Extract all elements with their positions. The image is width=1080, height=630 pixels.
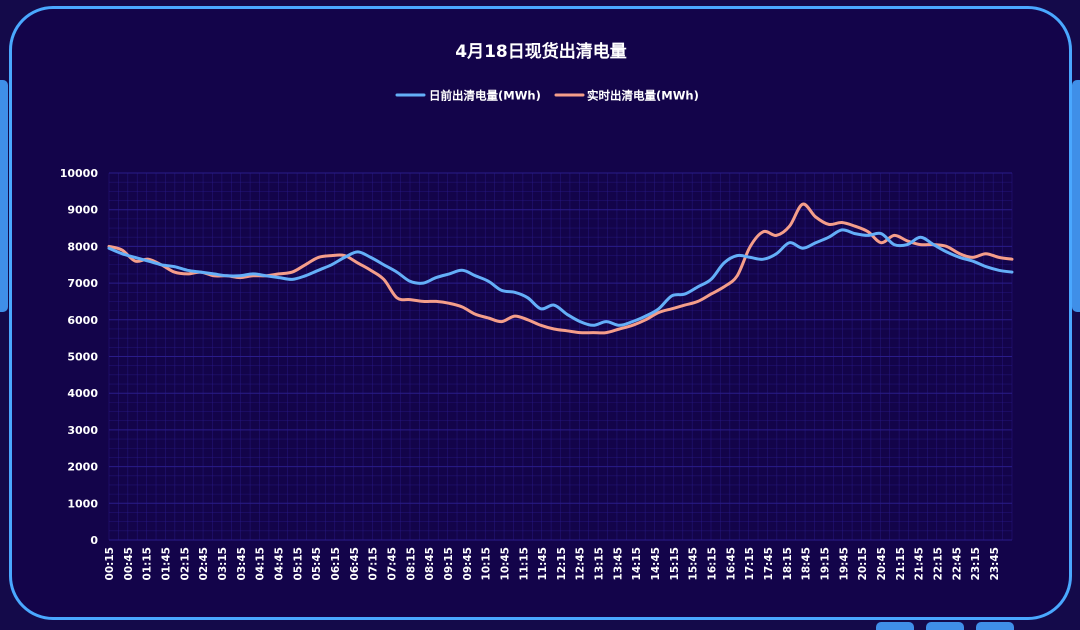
x-tick-label: 22:15 xyxy=(933,547,945,580)
x-tick-label: 11:15 xyxy=(518,547,530,580)
x-axis: 00:15 00:45 01:15 01:45 02:15 02:45 03:15 03:45… xyxy=(104,547,1001,580)
x-tick-label: 02:45 xyxy=(198,547,210,580)
x-tick-label: 09:45 xyxy=(462,547,474,580)
x-tick-label: 11:45 xyxy=(537,547,549,580)
chart-panel xyxy=(9,6,1072,620)
x-tick-label: 22:45 xyxy=(951,547,963,580)
legend: 日前出清电量(MWh) 实时出清电量(MWh) xyxy=(395,89,699,103)
x-tick-label: 16:45 xyxy=(725,547,737,580)
y-tick-label: 8000 xyxy=(67,240,98,253)
x-tick-label: 20:45 xyxy=(876,547,888,580)
x-tick-label: 17:15 xyxy=(744,547,756,580)
x-tick-label: 07:15 xyxy=(368,547,380,580)
x-tick-label: 03:15 xyxy=(217,547,229,580)
y-tick-label: 0 xyxy=(90,534,98,547)
x-tick-label: 17:45 xyxy=(763,547,775,580)
x-tick-label: 14:45 xyxy=(650,547,662,580)
x-tick-label: 23:45 xyxy=(989,547,1001,580)
x-tick-label: 02:15 xyxy=(179,547,191,580)
x-tick-label: 21:15 xyxy=(895,547,907,580)
x-tick-label: 16:15 xyxy=(707,547,719,580)
right-edge-tab xyxy=(1072,80,1080,312)
x-tick-label: 15:15 xyxy=(669,547,681,580)
x-tick-label: 01:45 xyxy=(160,547,172,580)
x-tick-label: 05:15 xyxy=(292,547,304,580)
y-tick-label: 7000 xyxy=(67,277,98,290)
x-tick-label: 04:45 xyxy=(273,547,285,580)
x-tick-label: 07:45 xyxy=(386,547,398,580)
x-tick-label: 09:15 xyxy=(443,547,455,580)
y-tick-label: 1000 xyxy=(67,497,98,510)
x-tick-label: 12:45 xyxy=(575,547,587,580)
x-tick-label: 23:15 xyxy=(970,547,982,580)
x-tick-label: 15:45 xyxy=(688,547,700,580)
y-tick-label: 4000 xyxy=(67,387,98,400)
y-tick-label: 2000 xyxy=(67,461,98,474)
y-tick-label: 9000 xyxy=(67,204,98,217)
series-line-day-ahead[interactable] xyxy=(107,228,1014,327)
legend-label-day-ahead: 日前出清电量(MWh) xyxy=(429,89,541,103)
y-tick-label: 6000 xyxy=(67,314,98,327)
x-tick-label: 08:15 xyxy=(405,547,417,580)
x-tick-label: 13:45 xyxy=(612,547,624,580)
x-tick-label: 04:15 xyxy=(255,547,267,580)
x-tick-label: 13:15 xyxy=(594,547,606,580)
bottom-edge-tab xyxy=(876,622,914,630)
x-tick-label: 00:45 xyxy=(123,547,135,580)
series-lines xyxy=(107,202,1014,335)
x-tick-label: 06:45 xyxy=(349,547,361,580)
bottom-edge-tab xyxy=(976,622,1014,630)
y-tick-label: 5000 xyxy=(67,351,98,364)
x-tick-label: 19:15 xyxy=(820,547,832,580)
x-tick-label: 20:15 xyxy=(857,547,869,580)
x-tick-label: 14:15 xyxy=(631,547,643,580)
x-tick-label: 12:15 xyxy=(556,547,568,580)
x-tick-label: 21:45 xyxy=(914,547,926,580)
x-tick-label: 18:15 xyxy=(782,547,794,580)
legend-item-realtime[interactable]: 实时出清电量(MWh) xyxy=(554,89,699,103)
x-tick-label: 10:45 xyxy=(499,547,511,580)
x-tick-label: 05:45 xyxy=(311,547,323,580)
x-tick-label: 10:15 xyxy=(481,547,493,580)
x-tick-label: 18:45 xyxy=(801,547,813,580)
grid xyxy=(108,172,1013,541)
y-tick-label: 10000 xyxy=(60,167,99,180)
bottom-edge-tab xyxy=(926,622,964,630)
x-tick-label: 00:15 xyxy=(104,547,116,580)
y-axis: 0 1000 2000 3000 4000 5000 6000 7000 8000 9000 100… xyxy=(60,167,99,547)
left-edge-tab xyxy=(0,80,8,312)
y-tick-label: 3000 xyxy=(67,424,98,437)
legend-label-realtime: 实时出清电量(MWh) xyxy=(587,89,699,103)
legend-item-day-ahead[interactable]: 日前出清电量(MWh) xyxy=(395,89,541,103)
chart-title: 4月18日现货出清电量 xyxy=(455,41,627,62)
x-tick-label: 03:45 xyxy=(236,547,248,580)
x-tick-label: 01:15 xyxy=(142,547,154,580)
x-tick-label: 08:45 xyxy=(424,547,436,580)
x-tick-label: 06:15 xyxy=(330,547,342,580)
x-tick-label: 19:45 xyxy=(838,547,850,580)
